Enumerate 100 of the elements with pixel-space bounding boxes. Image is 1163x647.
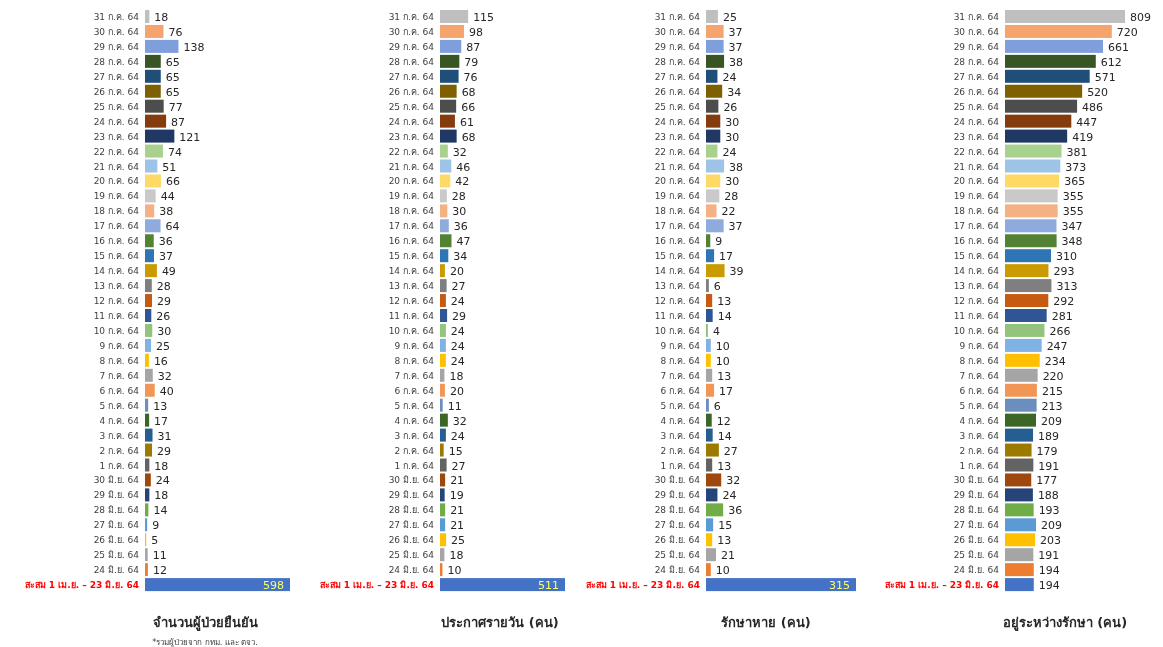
y-tick-label: 21 ก.ค. 64 bbox=[93, 161, 140, 172]
bar bbox=[440, 69, 459, 83]
y-tick-label: 17 ก.ค. 64 bbox=[388, 221, 435, 232]
data-label: 194 bbox=[1038, 579, 1060, 593]
bar bbox=[1005, 24, 1112, 38]
y-tick-label: 30 มิ.ย. 64 bbox=[388, 475, 435, 486]
data-label: 32 bbox=[452, 414, 467, 428]
y-tick-label: 5 ก.ค. 64 bbox=[660, 400, 701, 411]
y-tick-label: 2 ก.ค. 64 bbox=[99, 445, 140, 456]
bar bbox=[145, 99, 164, 113]
y-tick-label: 27 ก.ค. 64 bbox=[93, 71, 140, 82]
y-tick-label: 27 มิ.ย. 64 bbox=[953, 520, 1000, 531]
y-tick-label: 19 ก.ค. 64 bbox=[654, 191, 701, 202]
bar bbox=[440, 428, 446, 442]
bar bbox=[440, 294, 446, 308]
text: *รวมผู้ป่วยจาก กทม. และ ตจว. bbox=[152, 638, 258, 647]
data-label: 24 bbox=[450, 295, 465, 309]
y-tick-label: 25 มิ.ย. 64 bbox=[388, 550, 435, 561]
data-label: 46 bbox=[456, 160, 471, 174]
data-label: 17 bbox=[719, 384, 734, 398]
data-label: 18 bbox=[154, 11, 169, 24]
data-label: 65 bbox=[165, 85, 180, 99]
data-label: 347 bbox=[1061, 220, 1083, 234]
bar bbox=[706, 518, 714, 532]
text: ประกาศรายวัน (คน) bbox=[441, 615, 559, 630]
bar bbox=[706, 488, 718, 502]
y-tick-label: 16 ก.ค. 64 bbox=[93, 236, 140, 247]
y-tick-label: 28 มิ.ย. 64 bbox=[93, 505, 140, 516]
bar bbox=[706, 129, 721, 143]
bar bbox=[706, 84, 723, 98]
bar bbox=[145, 114, 167, 128]
data-label: 520 bbox=[1087, 85, 1109, 99]
bar bbox=[145, 69, 161, 83]
y-tick-label: 30 ก.ค. 64 bbox=[654, 26, 701, 37]
bar bbox=[145, 563, 148, 577]
data-label: 10 bbox=[447, 564, 462, 578]
y-tick-label: 24 ก.ค. 64 bbox=[654, 116, 701, 127]
y-tick-label: 13 ก.ค. 64 bbox=[654, 281, 701, 292]
bar bbox=[1005, 159, 1061, 173]
y-tick-label: สะสม 1 เม.ย. – 23 มิ.ย. 64 bbox=[319, 580, 434, 591]
bar bbox=[440, 174, 451, 188]
bar bbox=[706, 368, 713, 382]
bar bbox=[706, 503, 724, 517]
data-label: 30 bbox=[725, 115, 740, 129]
data-label: 373 bbox=[1065, 160, 1087, 174]
y-tick-label: สะสม 1 เม.ย. – 23 มิ.ย. 64 bbox=[884, 580, 999, 591]
data-label: 381 bbox=[1066, 145, 1088, 159]
bar bbox=[1005, 443, 1032, 457]
data-label: 191 bbox=[1038, 459, 1060, 473]
bar bbox=[706, 204, 717, 218]
y-tick-label: 29 ก.ค. 64 bbox=[953, 41, 1000, 52]
data-label: 61 bbox=[459, 115, 474, 129]
y-tick-label: สะสม 1 เม.ย. – 23 มิ.ย. 64 bbox=[24, 580, 139, 591]
bar bbox=[706, 548, 716, 562]
y-tick-label: 31 ก.ค. 64 bbox=[953, 12, 1000, 22]
data-label: 20 bbox=[449, 384, 464, 398]
data-label: 247 bbox=[1046, 339, 1068, 353]
y-tick-label: 28 ก.ค. 64 bbox=[953, 56, 1000, 67]
y-tick-label: 6 ก.ค. 64 bbox=[660, 385, 701, 396]
bar bbox=[440, 204, 448, 218]
bar bbox=[145, 54, 161, 68]
data-label: 31 bbox=[157, 429, 172, 443]
data-label: 30 bbox=[725, 130, 740, 144]
bar bbox=[440, 114, 455, 128]
bar bbox=[706, 189, 720, 203]
data-label: 24 bbox=[722, 489, 737, 503]
bar bbox=[145, 264, 157, 278]
bar bbox=[706, 309, 713, 322]
y-tick-label: 1 ก.ค. 64 bbox=[394, 460, 435, 471]
bar bbox=[1005, 84, 1083, 98]
bar bbox=[440, 84, 457, 98]
y-tick-label: 30 มิ.ย. 64 bbox=[654, 475, 701, 486]
data-label: 177 bbox=[1036, 474, 1058, 488]
y-tick-label: 23 ก.ค. 64 bbox=[654, 131, 701, 142]
data-label: 18 bbox=[449, 549, 464, 563]
y-tick-label: 28 มิ.ย. 64 bbox=[654, 505, 701, 516]
y-tick-label: 27 มิ.ย. 64 bbox=[93, 520, 140, 531]
y-tick-label: 28 ก.ค. 64 bbox=[93, 56, 140, 67]
y-tick-label: 5 ก.ค. 64 bbox=[394, 400, 435, 411]
y-tick-label: 24 มิ.ย. 64 bbox=[388, 565, 435, 576]
bar bbox=[1005, 383, 1037, 397]
y-tick-label: 8 ก.ค. 64 bbox=[660, 355, 701, 366]
y-tick-label: 26 ก.ค. 64 bbox=[93, 86, 140, 97]
y-tick-label: 28 ก.ค. 64 bbox=[654, 56, 701, 67]
y-tick-label: 27 มิ.ย. 64 bbox=[654, 520, 701, 531]
bar bbox=[440, 443, 444, 457]
bar bbox=[1005, 99, 1078, 113]
bar bbox=[145, 39, 179, 53]
y-tick-label: 31 ก.ค. 64 bbox=[654, 12, 701, 22]
y-tick-label: 26 มิ.ย. 64 bbox=[93, 535, 140, 546]
y-tick-label: 20 ก.ค. 64 bbox=[654, 176, 701, 187]
bar bbox=[1005, 234, 1057, 248]
data-label: 24 bbox=[155, 474, 170, 488]
y-tick-label: 21 ก.ค. 64 bbox=[953, 161, 1000, 172]
y-tick-label: 20 ก.ค. 64 bbox=[953, 176, 1000, 187]
bar bbox=[1005, 578, 1034, 592]
bar bbox=[145, 353, 149, 367]
y-tick-label: 11 ก.ค. 64 bbox=[953, 311, 1000, 321]
bar bbox=[145, 309, 152, 322]
data-label: 13 bbox=[717, 295, 732, 309]
